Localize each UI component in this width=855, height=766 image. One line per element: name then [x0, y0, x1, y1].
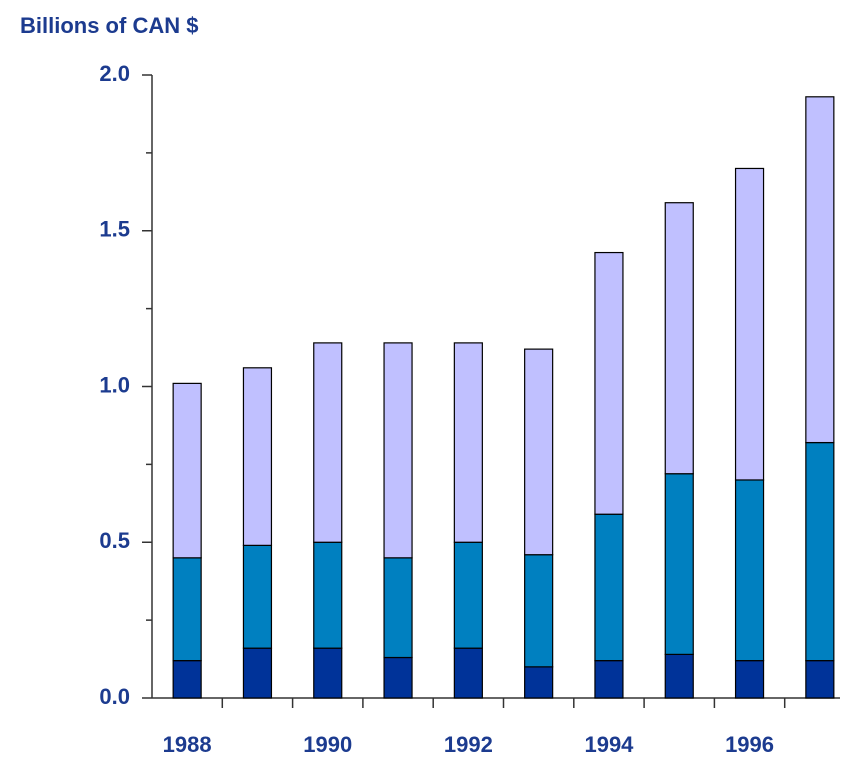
bar-segment	[242, 647, 273, 699]
bar-segment	[172, 382, 202, 559]
bar-segment	[734, 167, 765, 481]
bar-segment	[313, 647, 343, 699]
bar-segment	[734, 479, 765, 662]
bar-segment	[734, 660, 765, 699]
bar-segment	[524, 554, 554, 668]
bar-segment	[594, 251, 624, 515]
bar-segment	[594, 660, 624, 699]
bar-segment	[172, 660, 202, 699]
bar-segment	[664, 202, 694, 475]
x-tick-label: 1994	[584, 732, 634, 757]
bar-segment	[453, 541, 483, 649]
x-tick-label: 1992	[444, 732, 493, 757]
bar-segment	[383, 557, 413, 659]
bar-segment	[805, 441, 835, 662]
bar-segment	[313, 541, 343, 649]
bar-segment	[664, 653, 694, 699]
x-tick-label: 1990	[303, 732, 352, 757]
bar-segment	[242, 367, 273, 546]
bar-segment	[313, 342, 343, 543]
x-tick-label: 1996	[725, 732, 774, 757]
bar-segment	[805, 96, 835, 444]
y-tick-label: 1.0	[99, 372, 130, 397]
bar-segment	[594, 513, 624, 662]
bar-segment	[453, 647, 483, 699]
bar-segment	[524, 666, 554, 699]
bar-segment	[383, 656, 413, 699]
bar-segment	[453, 342, 483, 543]
chart-title: Billions of CAN $	[20, 13, 198, 38]
y-tick-label: 0.0	[99, 684, 130, 709]
bar-segment	[383, 342, 413, 559]
y-tick-label: 0.5	[99, 528, 130, 553]
bar-segment	[242, 544, 273, 649]
bar-segment	[172, 557, 202, 662]
y-tick-label: 1.5	[99, 217, 130, 242]
bar-segment	[664, 473, 694, 655]
x-tick-label: 1988	[163, 732, 212, 757]
y-tick-label: 2.0	[99, 61, 130, 86]
bar-segment	[524, 348, 554, 556]
bar-segment	[805, 660, 835, 699]
